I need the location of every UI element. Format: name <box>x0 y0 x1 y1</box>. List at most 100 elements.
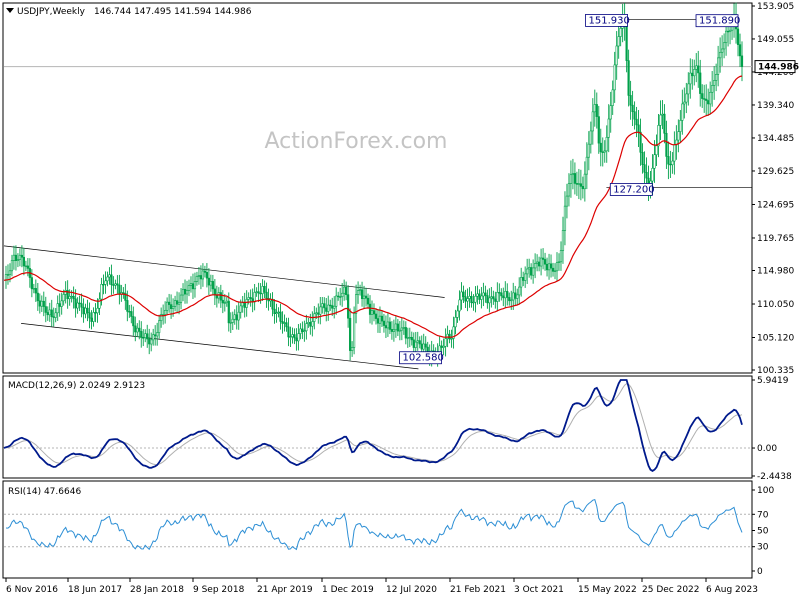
candle-body <box>707 100 710 105</box>
candle-body <box>464 296 467 302</box>
candle-body <box>60 300 63 307</box>
candle-body <box>98 298 101 309</box>
candle-body <box>171 306 175 309</box>
candle-body <box>84 307 87 315</box>
candle-body <box>394 323 397 331</box>
rsi-tick-label: 50 <box>757 527 769 537</box>
candle-body <box>528 267 531 270</box>
candle-body <box>721 48 724 53</box>
candle-body <box>482 292 485 297</box>
candle-body <box>591 111 594 132</box>
candle-body <box>22 256 25 267</box>
candle-body <box>90 317 93 322</box>
candle-body <box>565 195 569 207</box>
time-tick-label: 1 Dec 2019 <box>322 585 374 595</box>
candle-body <box>317 312 320 315</box>
candle-body <box>10 260 14 272</box>
candle-body <box>263 286 266 293</box>
annotation-box <box>695 14 739 28</box>
candle-body <box>211 281 214 290</box>
candle-body <box>126 300 129 312</box>
rsi-panel-frame <box>2 480 753 579</box>
price-tick-label: 114.980 <box>757 266 794 276</box>
watermark: ActionForex.com <box>265 129 448 154</box>
candle-body <box>177 302 181 305</box>
candle-body <box>418 340 421 345</box>
candle-body <box>265 291 268 299</box>
candle-body <box>722 42 726 50</box>
candle-body <box>94 312 97 314</box>
candle-body <box>691 72 694 77</box>
candle-body <box>277 311 280 314</box>
candle-body <box>160 314 163 322</box>
candle-body <box>283 322 286 324</box>
candle-body <box>442 345 445 348</box>
candle-body <box>96 307 99 314</box>
candle-body <box>337 295 340 298</box>
candle-body <box>235 314 238 321</box>
dropdown-triangle-icon <box>6 8 14 13</box>
candle-body <box>104 280 107 285</box>
candle-body <box>321 303 324 308</box>
candle-body <box>476 293 479 297</box>
candle-body <box>72 295 75 300</box>
time-tick-label: 21 Feb 2021 <box>450 585 506 595</box>
candle-body <box>166 301 169 311</box>
price-tick-label: 134.485 <box>757 134 794 144</box>
candle-body <box>289 336 292 338</box>
price-tick-label: 124.695 <box>757 200 794 210</box>
candle-body <box>536 261 539 264</box>
candle-body <box>498 292 501 294</box>
candle-body <box>112 284 115 286</box>
annotation-box <box>609 183 653 196</box>
candle-body <box>386 321 390 329</box>
annotation-label: 151.930 <box>589 15 630 26</box>
candle-body <box>549 263 553 269</box>
candle-body <box>140 331 143 338</box>
candle-body <box>221 299 224 304</box>
candle-body <box>585 156 588 175</box>
candle-body <box>24 265 27 268</box>
channel-upper-line <box>3 245 445 298</box>
candle-body <box>285 322 288 328</box>
candle-body <box>541 257 545 260</box>
candle-body <box>358 289 362 291</box>
candle-body <box>219 292 222 301</box>
candle-body <box>629 95 632 106</box>
candle-body <box>502 295 505 299</box>
macd-panel-frame <box>2 375 753 479</box>
candle-body <box>80 303 83 308</box>
time-tick-label: 12 Jul 2020 <box>386 585 437 595</box>
candle-body <box>88 312 91 319</box>
candle-body <box>687 83 690 95</box>
candle-body <box>659 114 662 126</box>
candle-body <box>504 291 507 299</box>
candle-body <box>593 104 596 113</box>
candle-body <box>474 295 477 303</box>
candle-body <box>597 116 600 144</box>
candle-body <box>444 338 447 347</box>
candle-body <box>152 334 155 341</box>
candle-body <box>122 292 125 294</box>
candle-body <box>390 329 393 332</box>
candle-body <box>516 294 519 299</box>
candle-body <box>410 336 413 341</box>
macd-tick-label: -2.4438 <box>757 472 792 482</box>
candle-body <box>30 277 33 290</box>
candle-body <box>396 323 399 332</box>
candle-body <box>494 298 497 302</box>
candle-body <box>114 283 117 286</box>
candle-body <box>613 64 616 91</box>
candle-body <box>6 274 10 276</box>
candle-body <box>685 93 688 103</box>
candle-body <box>323 303 326 309</box>
time-tick-label: 3 Oct 2021 <box>514 585 564 595</box>
candle-body <box>253 292 256 303</box>
candle-body <box>492 296 495 300</box>
candle-body <box>728 29 732 32</box>
candle-body <box>325 307 328 312</box>
candle-body <box>468 296 471 299</box>
candle-body <box>18 254 22 260</box>
symbol-label: USDJPY,Weekly <box>17 7 86 17</box>
